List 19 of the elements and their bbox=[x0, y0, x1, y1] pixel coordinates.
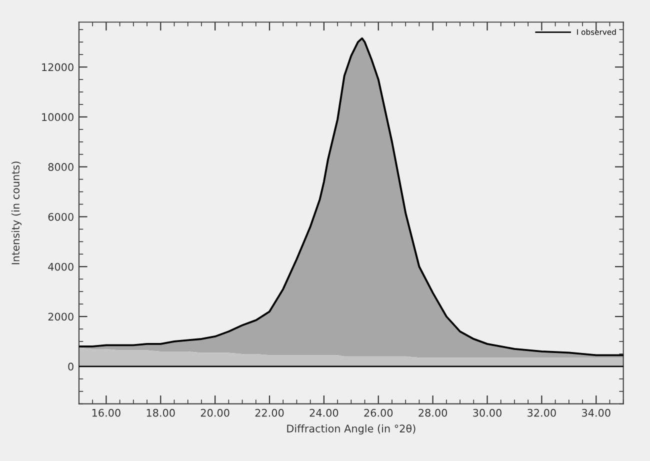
x-tick-label: 28.00 bbox=[418, 408, 448, 417]
x-axis-title: Diffraction Angle (in °2θ) bbox=[287, 424, 416, 434]
x-tick-label: 20.00 bbox=[200, 408, 230, 417]
y-tick-label: 6000 bbox=[48, 212, 74, 221]
y-tick-label: 4000 bbox=[48, 262, 74, 271]
y-axis-title: Intensity (in counts) bbox=[11, 162, 22, 264]
x-tick-label: 30.00 bbox=[473, 408, 502, 417]
x-tick-label: 24.00 bbox=[310, 408, 338, 417]
y-tick-label: 0 bbox=[68, 362, 74, 371]
x-tick-label: 18.00 bbox=[146, 408, 175, 417]
y-tick-label: 10000 bbox=[42, 113, 74, 122]
x-tick-label: 16.00 bbox=[92, 408, 120, 417]
y-tick-label: 8000 bbox=[48, 163, 74, 171]
x-tick-label: 32.00 bbox=[528, 408, 556, 417]
y-tick-label: 12000 bbox=[42, 63, 74, 72]
x-tick-label: 34.00 bbox=[582, 408, 610, 417]
y-tick-label: 2000 bbox=[48, 312, 74, 321]
x-tick-label: 22.00 bbox=[255, 408, 284, 417]
x-tick-label: 26.00 bbox=[364, 408, 393, 417]
